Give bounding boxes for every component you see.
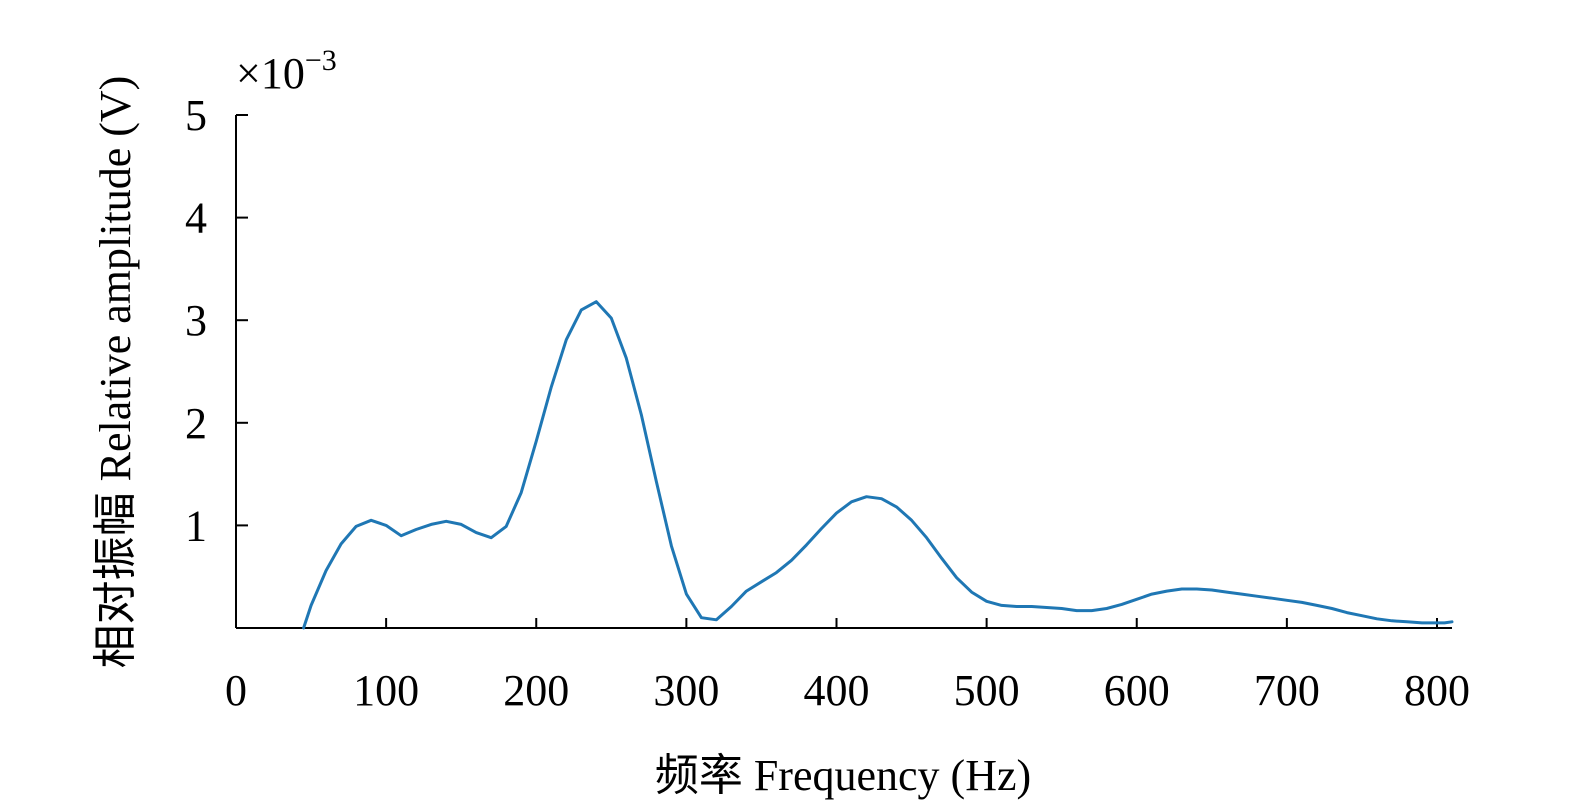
x-tick-label: 600 [1104,666,1170,715]
y-axis-title: 相对振幅 Relative amplitude (V) [91,76,140,669]
y-tick-label: 1 [185,501,207,550]
x-tick-label: 200 [503,666,569,715]
y-tick-label: 4 [185,194,207,243]
x-tick-label: 400 [803,666,869,715]
axes [235,115,1452,629]
series-line [302,300,1454,630]
y-ticks: 1 2 3 4 5 [185,91,248,550]
y-tick-label: 5 [185,91,207,140]
x-ticks: 0 100 200 300 400 500 600 700 800 [225,618,1470,715]
x-tick-label: 300 [653,666,719,715]
x-axis-title: 频率 Frequency (Hz) [655,751,1031,800]
multiplier-base: ×10 [236,49,305,98]
multiplier-exponent: −3 [305,44,337,77]
series-layer [302,300,1454,630]
y-axis-multiplier: ×10−3 [236,44,337,98]
y-tick-label: 2 [185,399,207,448]
y-tick-label: 3 [185,296,207,345]
x-tick-label: 800 [1404,666,1470,715]
x-tick-label: 700 [1254,666,1320,715]
x-tick-label: 100 [353,666,419,715]
x-tick-label: 0 [225,666,247,715]
x-tick-label: 500 [954,666,1020,715]
